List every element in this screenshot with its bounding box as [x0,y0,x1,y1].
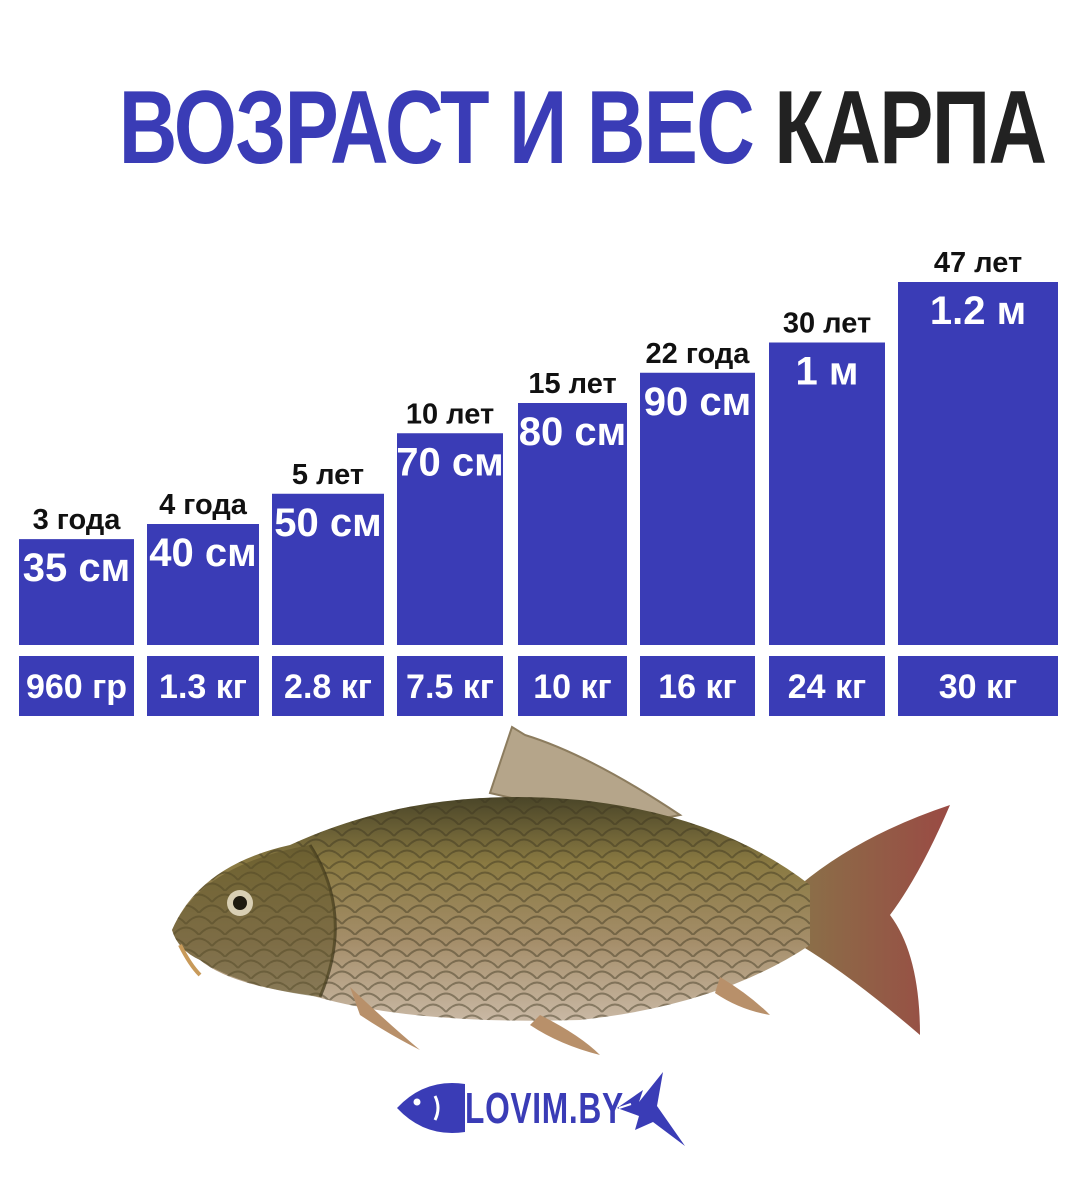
weight-label: 24 кг [788,668,866,706]
length-label: 70 см [396,440,503,484]
age-label: 30 лет [783,308,871,340]
age-label: 3 года [33,504,122,536]
weight-cell [19,656,134,716]
length-label: 35 см [23,546,130,590]
logo-text: LOVIM.BY [465,1084,624,1133]
age-label: 5 лет [292,459,364,491]
length-label: 80 см [519,410,626,454]
fish-logo-icon [397,1072,685,1146]
weight-cell [147,656,259,716]
weight-label: 30 кг [939,668,1017,706]
weight-label: 2.8 кг [284,668,372,706]
length-label: 50 см [274,501,381,545]
length-label: 40 см [149,531,256,575]
weight-cell [898,656,1058,716]
weight-cell [640,656,755,716]
length-bar [769,342,885,645]
age-label: 15 лет [528,368,616,400]
length-label: 90 см [644,380,751,424]
length-label: 1 м [796,350,859,394]
length-bar [518,403,627,645]
age-label: 10 лет [406,398,494,430]
weight-label: 10 кг [533,668,611,706]
length-label: 1.2 м [930,289,1026,333]
title-part-blue: ВОЗРАСТ И ВЕС [118,70,755,186]
age-label: 22 года [646,338,751,370]
age-label: 47 лет [934,247,1022,279]
length-bar [147,524,259,645]
age-label: 4 года [159,489,248,521]
weight-label: 7.5 кг [406,668,494,706]
weight-label: 16 кг [658,668,736,706]
length-bar [898,282,1058,645]
weight-label: 1.3 кг [159,668,247,706]
chart-title: ВОЗРАСТ И ВЕС КАРПА [118,68,1047,188]
weight-cell [769,656,885,716]
title-part-dark: КАРПА [774,70,1047,186]
carp-fish-icon [172,725,950,1055]
weight-cell [397,656,503,716]
length-bar [397,433,503,645]
length-bar [272,493,384,645]
length-bar [19,539,134,645]
length-bar [640,372,755,645]
weight-cell [518,656,627,716]
weight-cell [272,656,384,716]
weight-label: 960 гр [26,668,127,706]
